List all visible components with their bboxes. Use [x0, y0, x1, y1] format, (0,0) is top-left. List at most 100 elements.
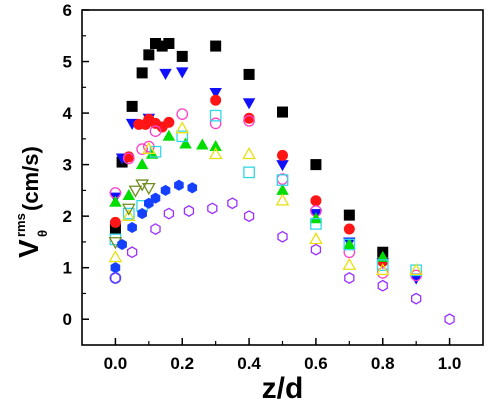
data-point: [176, 130, 189, 143]
data-point: [277, 230, 288, 243]
data-point: [342, 257, 357, 270]
data-point: [242, 98, 256, 110]
data-point: [179, 137, 192, 149]
data-point: [243, 114, 255, 127]
y-tick-label: 2: [63, 207, 72, 226]
data-markers: [108, 37, 455, 326]
y-axis-label: V θ rms (cm/s): [13, 146, 50, 258]
data-point: [109, 272, 122, 284]
data-point: [375, 262, 390, 276]
data-point: [243, 210, 255, 223]
data-point: [275, 193, 290, 206]
data-point: [276, 174, 289, 186]
y-tick-label: 3: [63, 156, 72, 175]
data-point: [126, 100, 138, 112]
series-9: [110, 197, 455, 326]
y-tick-label: 4: [63, 104, 73, 123]
y-tick-label: 0: [63, 310, 72, 329]
series-8: [110, 179, 198, 274]
data-point: [376, 259, 389, 271]
data-point: [135, 158, 149, 170]
data-point: [122, 188, 136, 200]
x-tick-label: 0.0: [104, 354, 128, 373]
y-tick-label: 6: [63, 1, 72, 20]
x-tick-label: 0.2: [170, 354, 194, 373]
svg-text:V: V: [13, 239, 44, 258]
data-point: [121, 203, 136, 216]
data-point: [207, 202, 218, 215]
data-point: [150, 223, 161, 235]
data-point: [110, 262, 121, 274]
x-tick-label: 0.8: [371, 354, 395, 373]
svg-text:(cm/s): (cm/s): [18, 146, 43, 211]
axis-ticks: [82, 9, 451, 345]
data-point: [242, 147, 256, 160]
data-point: [128, 185, 143, 198]
series-1: [109, 67, 423, 285]
data-point: [343, 209, 355, 221]
svg-text:rms: rms: [13, 213, 28, 237]
data-point: [309, 232, 323, 245]
data-point: [411, 292, 422, 305]
data-point: [126, 246, 138, 259]
data-point: [276, 149, 288, 161]
y-tick-label: 1: [63, 259, 72, 278]
series-0: [109, 37, 389, 258]
data-point: [208, 147, 223, 160]
data-point: [163, 207, 175, 220]
data-point: [175, 121, 190, 134]
data-point: [176, 67, 189, 79]
data-point: [160, 184, 171, 196]
data-point: [310, 243, 322, 256]
data-point: [176, 108, 189, 120]
data-point: [159, 68, 172, 80]
data-point: [141, 182, 156, 196]
data-point: [122, 152, 135, 165]
data-point: [376, 250, 389, 262]
series-6: [108, 121, 424, 276]
data-point: [174, 179, 184, 191]
y-label-sub: θ: [35, 230, 50, 237]
y-label-main: V: [13, 239, 44, 258]
data-point: [276, 160, 289, 172]
data-point: [187, 182, 198, 194]
data-point: [309, 212, 323, 224]
data-point: [143, 49, 155, 61]
data-point: [149, 125, 162, 137]
data-point: [163, 116, 175, 128]
data-point: [243, 68, 255, 80]
data-point: [343, 237, 356, 249]
y-label-sup: rms: [13, 213, 28, 237]
data-point: [121, 208, 136, 221]
data-point: [377, 279, 388, 292]
data-point: [344, 272, 355, 284]
svg-text:θ: θ: [35, 230, 50, 237]
data-point: [310, 159, 322, 171]
data-point: [243, 166, 255, 179]
data-point: [343, 238, 356, 251]
axis-tick-labels: 0.0 0.2 0.4 0.6 0.8 1.0 0 1 2 3 4 5 6: [63, 1, 462, 373]
data-point: [117, 238, 127, 251]
data-point: [310, 195, 322, 207]
data-point: [135, 179, 149, 192]
data-point: [136, 143, 148, 156]
data-point: [209, 139, 222, 152]
data-point: [127, 221, 137, 234]
data-point: [149, 145, 162, 158]
data-point: [210, 94, 222, 106]
data-point: [163, 37, 175, 49]
data-point: [227, 197, 238, 210]
data-point: [109, 195, 122, 207]
x-tick-label: 1.0: [438, 354, 462, 373]
x-tick-label: 0.6: [304, 354, 328, 373]
data-point: [444, 313, 455, 326]
x-tick-label: 0.4: [237, 354, 261, 373]
data-point: [137, 208, 147, 220]
data-point: [209, 117, 222, 130]
data-point: [136, 67, 148, 79]
data-point: [162, 129, 176, 141]
data-point: [310, 218, 322, 230]
data-point: [343, 223, 355, 235]
data-point: [176, 50, 188, 62]
